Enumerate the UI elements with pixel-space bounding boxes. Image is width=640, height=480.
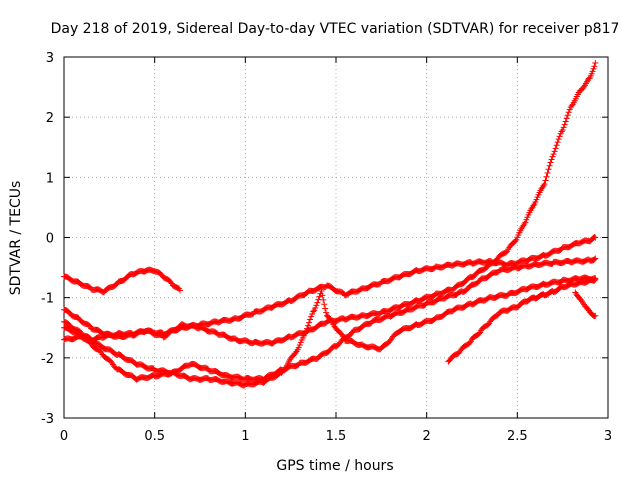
data-point	[542, 177, 549, 184]
data-point	[522, 219, 529, 226]
y-axis-ticks: -3 -2 -1 0 1 2 3	[41, 51, 608, 427]
data-point	[565, 109, 572, 116]
data-point	[554, 139, 561, 146]
x-tick-label: 1.5	[326, 429, 347, 444]
y-tick-label: 2	[46, 111, 54, 126]
data-point	[559, 127, 566, 134]
data-point	[295, 344, 302, 351]
data-point	[558, 128, 565, 135]
y-tick-label: 3	[46, 51, 54, 66]
x-axis-ticks: 0 0.5 1 1.5 2 2.5 3	[60, 57, 612, 444]
data-point	[548, 156, 555, 163]
series-track-3	[61, 60, 599, 347]
data-point	[592, 234, 599, 241]
data-point	[167, 279, 174, 286]
series-track-5	[61, 255, 599, 383]
y-tick-label: -2	[41, 352, 54, 367]
data-point	[307, 316, 314, 323]
x-tick-label: 0.5	[144, 429, 165, 444]
data-point	[308, 313, 315, 320]
data-point	[544, 169, 551, 176]
data-point	[177, 287, 184, 294]
data-point	[591, 256, 598, 263]
data-point	[305, 322, 312, 329]
y-tick-label: -3	[41, 412, 54, 427]
x-tick-label: 3	[604, 429, 612, 444]
data-point	[550, 151, 557, 158]
data-point	[512, 237, 519, 244]
data-point	[592, 255, 599, 262]
data-point	[592, 312, 599, 319]
data-point	[563, 115, 570, 122]
data-point	[503, 249, 510, 256]
data-points	[61, 60, 599, 389]
x-tick-label: 0	[60, 429, 68, 444]
data-point	[556, 133, 563, 140]
x-tick-label: 1	[241, 429, 249, 444]
data-point	[386, 338, 393, 345]
data-point	[564, 112, 571, 119]
data-point	[543, 173, 550, 180]
series-track-1	[61, 266, 184, 296]
data-point	[320, 296, 327, 303]
data-point	[577, 296, 584, 303]
y-tick-label: -1	[41, 292, 54, 307]
data-point	[302, 328, 309, 335]
y-axis-label: SDTVAR / TECUs	[8, 181, 24, 296]
data-point	[313, 302, 320, 309]
data-point	[319, 292, 326, 299]
data-point	[546, 162, 553, 169]
data-point	[591, 277, 598, 284]
series-track-6	[445, 276, 599, 365]
y-tick-label: 0	[46, 232, 54, 247]
y-tick-label: 1	[46, 171, 54, 186]
chart-title: Day 218 of 2019, Sidereal Day-to-day VTE…	[51, 21, 620, 37]
data-point	[306, 319, 313, 326]
data-point	[323, 309, 330, 316]
data-point	[553, 142, 560, 149]
data-point	[312, 304, 319, 311]
data-point	[591, 63, 598, 70]
data-point	[545, 166, 552, 173]
data-point	[310, 308, 317, 315]
data-point	[316, 293, 323, 300]
data-point	[560, 124, 567, 131]
data-point	[321, 301, 328, 308]
data-point	[303, 325, 310, 332]
data-point	[314, 299, 321, 306]
data-point	[551, 148, 558, 155]
data-point	[590, 65, 597, 72]
data-point	[592, 60, 599, 67]
data-point	[592, 276, 599, 283]
data-point	[476, 330, 483, 337]
x-tick-label: 2	[423, 429, 431, 444]
data-point	[86, 322, 93, 329]
x-tick-label: 2.5	[507, 429, 528, 444]
data-point	[296, 341, 303, 348]
data-point	[466, 339, 473, 346]
data-point	[547, 159, 554, 166]
data-point	[568, 102, 575, 109]
data-point	[485, 321, 492, 328]
data-point	[562, 118, 569, 125]
data-point	[561, 121, 568, 128]
data-point	[322, 305, 329, 312]
grid-lines	[64, 57, 608, 418]
data-point	[555, 136, 562, 143]
x-axis-label: GPS time / hours	[276, 458, 393, 474]
data-point	[552, 145, 559, 152]
data-point	[318, 288, 325, 295]
series-track-7	[572, 289, 599, 320]
data-point	[589, 68, 596, 75]
data-point	[541, 181, 548, 188]
